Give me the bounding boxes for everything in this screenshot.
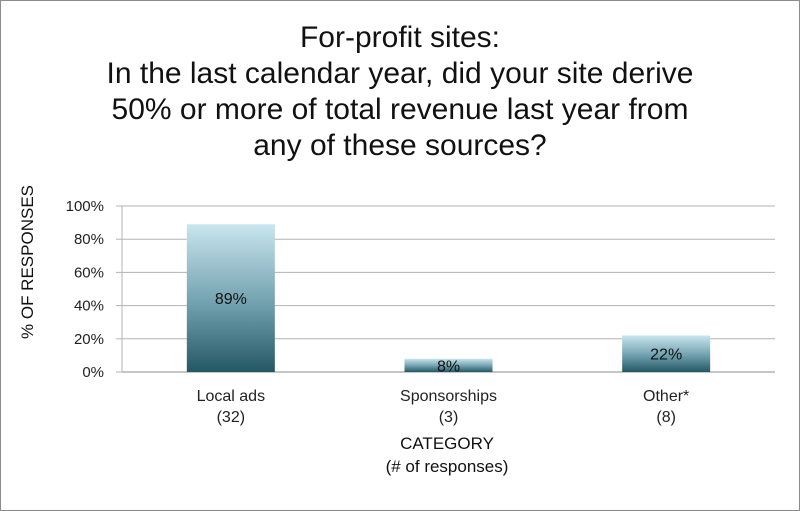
category-label-1: Sponsorships [400, 388, 497, 405]
category-label-2: Other* [643, 388, 689, 405]
bar-2 [622, 335, 711, 372]
y-axis-title: % OF RESPONSES [18, 185, 37, 339]
x-axis-title-line-2: (# of responses) [386, 457, 509, 476]
category-label-0: Local ads [197, 388, 266, 405]
x-axis-title-line-1: CATEGORY [400, 434, 494, 453]
data-label-0: 89% [215, 291, 247, 308]
chart-title-line-3: 50% or more of total revenue last year f… [111, 93, 689, 126]
chart-title: For-profit sites: In the last calendar y… [0, 20, 800, 164]
y-tick-label: 60% [74, 264, 104, 281]
y-tick-label: 40% [74, 298, 104, 315]
chart-title-line-1: For-profit sites: [299, 21, 501, 54]
y-tick-label: 0% [82, 364, 104, 381]
chart-title-line-2: In the last calendar year, did your site… [106, 57, 694, 90]
category-count-1: (3) [439, 409, 459, 426]
y-tick-labels: 0% 20% 40% 60% 80% 100% [66, 198, 104, 381]
data-label-1: 8% [437, 358, 460, 375]
category-count-2: (8) [656, 409, 676, 426]
y-tick-label: 20% [74, 331, 104, 348]
y-tick-label: 100% [66, 198, 104, 215]
bar-0 [186, 224, 275, 372]
bar-1 [404, 358, 493, 372]
bars: 89% 8% 22% [186, 224, 711, 375]
category-labels: Local ads (32) Sponsorships (3) Other* (8) [197, 388, 690, 426]
category-count-0: (32) [217, 409, 245, 426]
y-tick-label: 80% [74, 231, 104, 248]
chart-title-line-4: any of these sources? [253, 129, 547, 162]
data-label-2: 22% [650, 347, 682, 364]
